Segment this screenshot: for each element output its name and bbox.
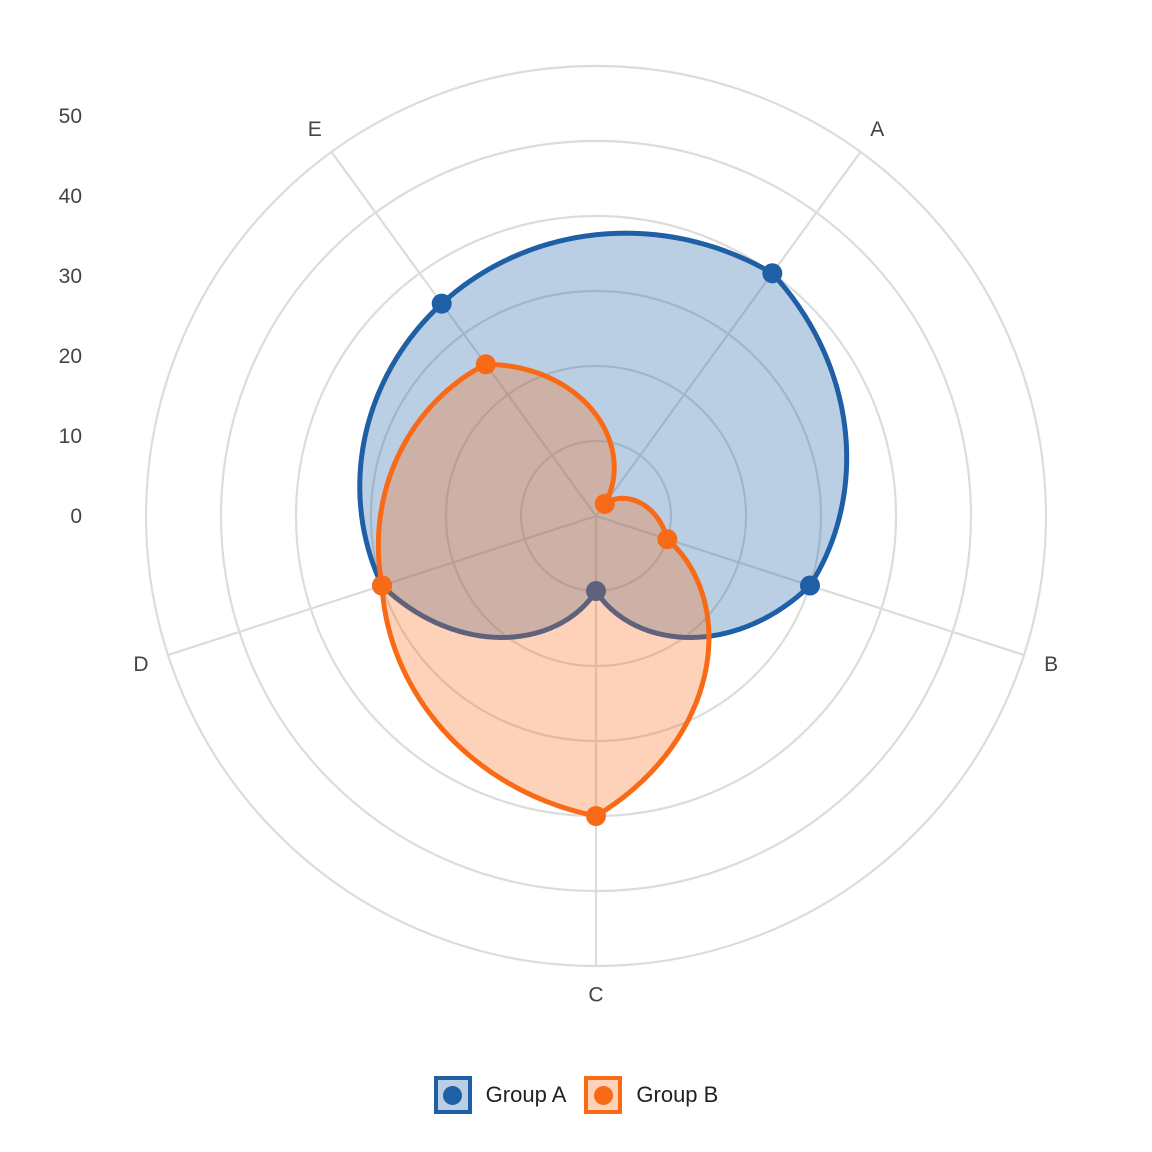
axis-label-b: B — [1044, 653, 1058, 676]
radial-tick-label: 0 — [70, 505, 82, 528]
data-point — [799, 575, 820, 596]
series-group-b — [372, 354, 712, 826]
grid-spoke — [330, 151, 597, 517]
legend-swatch-group-a — [433, 1076, 472, 1114]
axis-label-d: D — [133, 653, 148, 676]
series-area — [357, 230, 850, 640]
axis-label-e: E — [308, 118, 322, 141]
radial-tick-label: 20 — [59, 345, 82, 368]
series-area — [375, 361, 712, 819]
legend-item-group-b[interactable]: Group B — [584, 1076, 718, 1114]
legend-swatch-group-b — [584, 1076, 623, 1114]
data-point — [475, 354, 496, 375]
legend-marker-icon — [593, 1085, 613, 1105]
data-point — [431, 293, 452, 314]
series-layer — [357, 230, 850, 826]
legend-item-group-a[interactable]: Group A — [433, 1076, 567, 1114]
axis-labels: 0 10 20 30 40 50 A B C D E — [59, 105, 1058, 1007]
radial-tick-label: 10 — [59, 425, 82, 448]
radial-tick-label: 50 — [59, 105, 82, 128]
radial-tick-label: 40 — [59, 185, 82, 208]
data-point — [657, 529, 678, 550]
axis-label-c: C — [588, 984, 603, 1007]
series-group-a — [357, 230, 850, 640]
radial-tick-label: 30 — [59, 265, 82, 288]
legend: Group A Group B — [0, 1076, 1152, 1114]
axis-label-a: A — [870, 118, 884, 141]
legend-label-group-b: Group B — [636, 1082, 719, 1107]
data-point — [762, 263, 783, 284]
legend-marker-icon — [443, 1085, 463, 1105]
data-point — [586, 806, 606, 826]
data-point — [594, 493, 615, 514]
legend-label-group-a: Group A — [485, 1082, 567, 1107]
data-point — [372, 575, 393, 596]
grid-spoke — [595, 151, 862, 517]
data-point — [586, 581, 606, 601]
